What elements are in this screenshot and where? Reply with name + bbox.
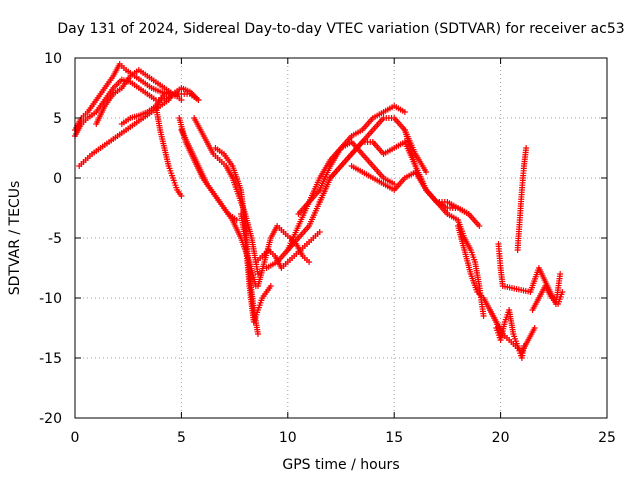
chart-title: Day 131 of 2024, Sidereal Day-to-day VTE…: [57, 21, 624, 37]
axis-ticks: [74, 57, 608, 419]
data-point: [306, 259, 313, 265]
series-track-f: [152, 103, 185, 199]
series-track-i: [191, 115, 262, 277]
series-track-t: [401, 127, 483, 229]
x-tick-labels: 0 5 10 15 20 25: [71, 430, 616, 446]
series-track-z: [529, 283, 566, 313]
x-axis-label: GPS time / hours: [282, 457, 399, 473]
data-point: [178, 193, 185, 199]
series-track-e: [118, 88, 185, 127]
y-tick-label: 10: [44, 51, 62, 67]
data-point: [557, 271, 564, 277]
data-marks: [72, 61, 566, 361]
series-track-outliers: [495, 241, 564, 307]
data-point: [391, 181, 398, 187]
data-point: [316, 229, 323, 235]
series-track-u: [433, 199, 487, 319]
data-point: [480, 313, 487, 319]
x-tick-label: 20: [492, 430, 510, 446]
y-tick-labels: -20 -15 -10 -5 0 5 10: [39, 51, 62, 427]
y-tick-label: 0: [53, 171, 62, 187]
y-tick-label: -20: [39, 411, 62, 427]
series-track-k: [237, 211, 274, 325]
data-point: [401, 109, 408, 115]
y-tick-label: -15: [39, 351, 62, 367]
data-point: [255, 331, 262, 337]
series-track-y: [514, 145, 530, 253]
x-tick-label: 15: [385, 430, 403, 446]
y-axis-label: SDTVAR / TECUs: [7, 181, 23, 296]
x-tick-label: 10: [279, 430, 297, 446]
series-track-x: [493, 307, 528, 361]
data-point: [423, 169, 430, 175]
x-tick-label: 25: [598, 430, 616, 446]
y-tick-label: -5: [48, 231, 62, 247]
data-point: [267, 283, 274, 289]
series-track-g: [176, 115, 240, 223]
data-point: [476, 223, 483, 229]
series-track-q: [316, 115, 430, 205]
data-point: [531, 325, 538, 331]
data-point: [178, 97, 185, 103]
data-point: [523, 145, 530, 151]
x-tick-label: 5: [177, 430, 186, 446]
y-tick-label: -10: [39, 291, 62, 307]
data-point: [195, 97, 202, 103]
data-point: [255, 271, 262, 277]
y-tick-label: 5: [53, 111, 62, 127]
data-point: [521, 343, 528, 349]
x-tick-label: 0: [71, 430, 80, 446]
series-track-p: [295, 139, 398, 217]
